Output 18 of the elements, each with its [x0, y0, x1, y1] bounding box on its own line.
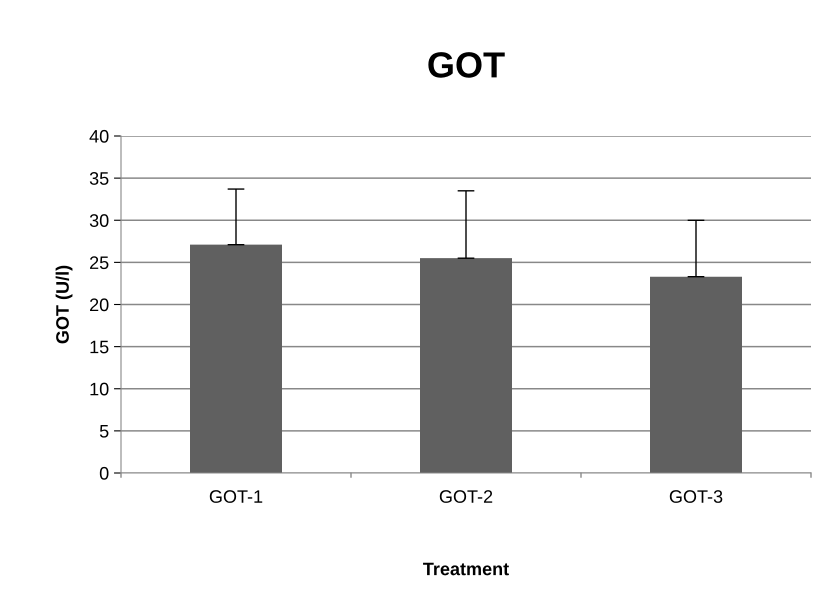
y-tick-label: 35	[90, 172, 108, 185]
x-tick-label: GOT-1	[210, 490, 262, 503]
y-tick-label: 0	[100, 466, 108, 480]
bar	[190, 244, 282, 473]
y-tick-label: 20	[90, 298, 108, 312]
x-tick-label: GOT-2	[440, 490, 492, 503]
y-tick-label: 15	[90, 340, 108, 354]
x-tick-label: GOT-3	[670, 490, 722, 503]
y-tick-label: 30	[90, 214, 108, 227]
chart-title: GOT	[428, 52, 505, 78]
y-axis-title: GOT (U/l)	[56, 266, 72, 344]
x-axis-title: Treatment	[423, 562, 509, 576]
y-tick-label: 25	[90, 256, 108, 270]
y-tick-label: 5	[100, 424, 108, 438]
y-tick-label: 10	[90, 382, 108, 396]
bar	[650, 276, 742, 473]
bar	[420, 258, 512, 473]
y-tick-label: 40	[90, 130, 108, 143]
